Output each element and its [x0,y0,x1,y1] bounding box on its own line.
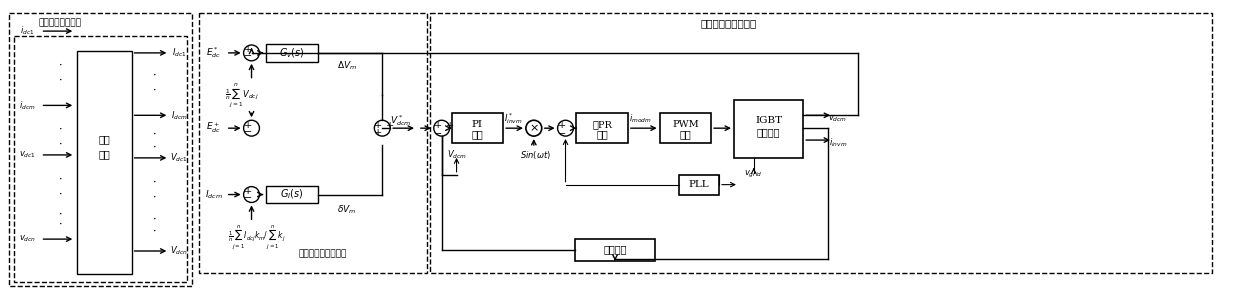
Text: $i_{dc1}$: $i_{dc1}$ [21,25,35,37]
Text: +: + [558,121,566,130]
Bar [576,113,628,143]
Text: ·: · [58,175,62,185]
Text: +: + [374,128,383,137]
Text: 控制: 控制 [472,131,483,139]
Text: +: + [243,187,252,196]
Text: 带阻: 带阻 [98,136,110,144]
Circle shape [558,120,574,136]
Text: $\frac{1}{n}\sum_{j=1}^{n}I_{dcj}k_m/\sum_{j=1}^{n}k_j$: $\frac{1}{n}\sum_{j=1}^{n}I_{dcj}k_m/\su… [228,223,285,251]
Text: ·: · [152,130,156,140]
Bar [451,113,503,143]
Text: PI: PI [472,120,483,129]
Text: −: − [558,130,566,139]
Text: $I_{dcm}$: $I_{dcm}$ [204,188,223,201]
Text: ·: · [152,178,156,188]
Text: PWM: PWM [672,120,699,129]
Text: $v_{dcn}$: $v_{dcn}$ [19,234,36,244]
Text: ·: · [58,209,62,219]
Text: $E^+_{dc}$: $E^+_{dc}$ [207,121,222,135]
Text: ·: · [152,214,156,224]
Text: $V_{dcn}$: $V_{dcn}$ [170,245,188,257]
Text: 电压电流双闭环控制: 电压电流双闭环控制 [701,19,757,28]
Text: 准PR: 准PR [592,120,612,129]
Text: 调制: 调制 [679,131,691,139]
Text: $I_{dc1}$: $I_{dc1}$ [172,47,187,59]
Text: $\Delta V_m$: $\Delta V_m$ [337,59,357,72]
Text: $V_{dcm}$: $V_{dcm}$ [446,149,467,161]
Bar [9,13,192,286]
Text: ·: · [152,193,156,202]
Text: +: + [243,45,252,54]
Text: 低电压偏移均流控制: 低电压偏移均流控制 [299,249,347,258]
Text: $v_{dcm}$: $v_{dcm}$ [829,113,847,124]
Text: $v_{dc1}$: $v_{dc1}$ [19,150,36,160]
Bar [659,113,711,143]
Text: ·: · [152,143,156,153]
Text: $i_{invm}$: $i_{invm}$ [829,137,847,149]
Circle shape [434,120,450,136]
Text: $\delta V_m$: $\delta V_m$ [337,203,357,216]
Bar [679,175,719,195]
Text: $V^*_{dcm}$: $V^*_{dcm}$ [390,113,411,128]
Text: −: − [244,52,252,61]
Bar [14,36,187,282]
Text: $I^*_{invm}$: $I^*_{invm}$ [504,111,523,126]
Text: −: − [244,194,252,203]
Text: 二次纹波滤波处理: 二次纹波滤波处理 [38,19,82,28]
Bar [77,51,131,274]
Bar [266,186,318,203]
Text: ·: · [58,140,62,150]
Text: $i_{dcm}$: $i_{dcm}$ [20,99,36,112]
Text: −: − [434,130,442,139]
Bar [199,13,427,273]
Text: −: − [244,128,252,137]
Bar [430,13,1212,273]
Text: ·: · [152,226,156,236]
Bar [575,239,654,261]
Text: $G_v(s)$: $G_v(s)$ [279,46,305,60]
Text: +: + [374,121,383,130]
Text: $\times$: $\times$ [529,123,539,133]
Text: $v_{grid}$: $v_{grid}$ [745,169,763,180]
Circle shape [244,187,259,202]
Circle shape [525,120,541,136]
Text: $i_{modm}$: $i_{modm}$ [629,112,652,125]
Circle shape [244,120,259,136]
Text: ·: · [152,86,156,96]
Bar [733,100,803,158]
Text: $E^*_{dc}$: $E^*_{dc}$ [207,45,222,60]
Text: $V_{dc1}$: $V_{dc1}$ [170,152,188,164]
Circle shape [244,45,259,61]
Circle shape [374,120,390,136]
Text: 控制: 控制 [596,131,608,139]
Text: +: + [446,121,453,130]
Text: $\frac{1}{n}\sum_{j=1}^{n}V_{dcj}$: $\frac{1}{n}\sum_{j=1}^{n}V_{dcj}$ [224,81,259,110]
Text: ·: · [58,125,62,135]
Text: +: + [243,121,252,130]
Text: ·: · [58,190,62,200]
Text: ·: · [58,219,62,229]
Text: +: + [434,121,442,130]
Text: 滤波: 滤波 [98,150,110,159]
Text: 带阻滤波: 带阻滤波 [603,246,627,255]
Text: $Sin(\omega t)$: $Sin(\omega t)$ [520,149,551,161]
Text: IGBT: IGBT [755,116,782,125]
Text: ·: · [58,76,62,86]
Text: $G_I(s)$: $G_I(s)$ [280,188,304,201]
Text: PLL: PLL [689,180,710,189]
Text: +: + [387,121,394,130]
Bar [266,44,318,62]
Text: $I_{dcm}$: $I_{dcm}$ [171,109,187,122]
Text: ·: · [58,61,62,71]
Text: ·: · [152,71,156,81]
Text: 单相全桥: 单相全桥 [757,129,781,138]
